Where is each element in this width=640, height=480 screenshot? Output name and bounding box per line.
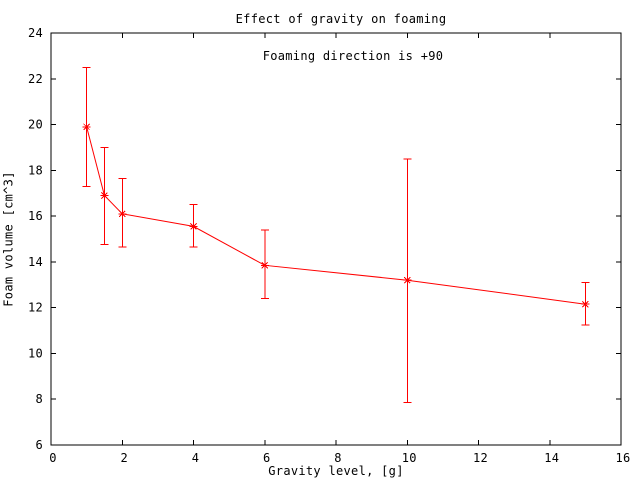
- y-tick-label: 10: [28, 346, 43, 360]
- y-tick-label: 16: [28, 209, 43, 223]
- x-tick-label: 16: [615, 451, 630, 465]
- y-tick-label: 14: [28, 255, 43, 269]
- data-point-marker: [403, 276, 411, 284]
- data-point-marker: [261, 261, 269, 269]
- x-tick-label: 10: [402, 451, 417, 465]
- data-point-marker: [582, 300, 589, 308]
- x-tick-label: 8: [334, 451, 342, 465]
- y-tick-label: 18: [28, 163, 43, 177]
- data-point-marker: [83, 123, 90, 131]
- x-tick-label: 6: [263, 451, 271, 465]
- series-line: [86, 126, 586, 305]
- chart-title: Effect of gravity on foaming: [235, 12, 447, 26]
- x-tick-label: 2: [120, 451, 128, 465]
- y-tick-label: 22: [28, 72, 43, 86]
- x-tick-label: 12: [473, 451, 488, 465]
- y-tick-label: 6: [35, 438, 43, 452]
- y-tick-label: 8: [35, 392, 43, 406]
- data-point-marker: [118, 210, 126, 218]
- x-tick-label: 14: [544, 451, 559, 465]
- data-point-marker: [101, 192, 108, 199]
- y-tick-label: 20: [28, 118, 43, 132]
- chart-annotation: Foaming direction is +90: [262, 49, 444, 63]
- x-tick-label: 0: [49, 451, 57, 465]
- y-axis-label: Foam volume [cm^3]: [1, 171, 16, 307]
- plot-border: [50, 32, 622, 446]
- x-axis-label: Gravity level, [g]: [268, 464, 404, 478]
- x-tick-label: 4: [192, 451, 200, 465]
- y-tick-label: 12: [28, 301, 43, 315]
- y-tick-label: 24: [28, 26, 43, 40]
- data-point-marker: [190, 223, 197, 230]
